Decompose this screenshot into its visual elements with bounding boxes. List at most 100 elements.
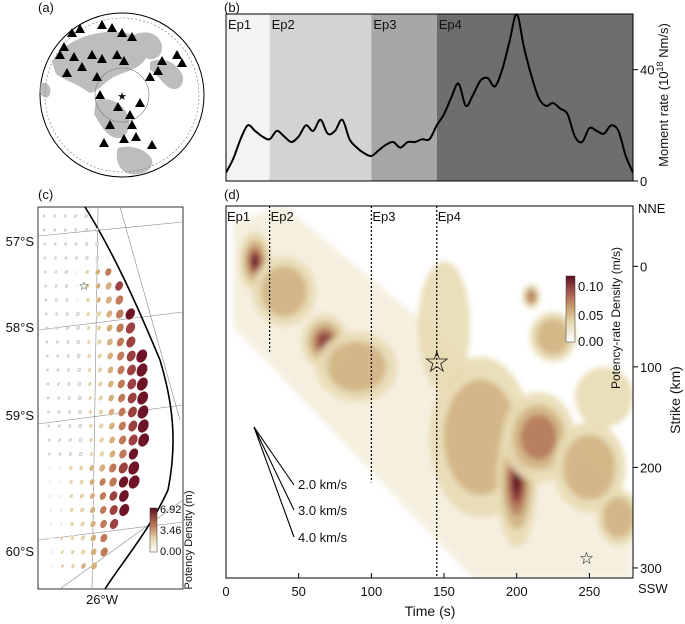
subfault-mechanism [45,326,48,330]
subfault-mechanism [116,337,125,347]
subfault-mechanism [57,396,60,400]
subfault-mechanism [58,479,63,485]
subfault-mechanism [58,465,63,471]
subfault-mechanism [64,256,68,260]
subfault-mechanism [78,437,83,443]
station-triangle [127,32,137,41]
colorbar-c-label: Potency Density (m) [183,490,195,589]
subfault-mechanism [75,297,80,303]
station-triangle [147,140,157,149]
subfault-mechanism [47,424,50,428]
subfault-mechanism [127,406,138,418]
subfault-mechanism [136,362,148,378]
y-ticks-b: 0 40 [633,63,654,189]
subfault-mechanism [95,310,102,318]
subfault-mechanism [135,348,148,364]
subfault-mechanism [98,436,105,444]
subfault-mechanism [118,503,130,517]
subfault-mechanism [90,561,98,571]
subfault-mechanism [117,407,127,417]
subfault-mechanism [59,507,64,513]
subfault-mechanism [126,364,137,376]
potency-rate-blobs [233,206,633,578]
subfault-mechanism [77,381,82,387]
subfault-mechanism [84,214,88,218]
subfault-mechanism [74,228,78,232]
subfault-mechanism [74,269,79,275]
subfault-mechanism [65,312,69,316]
subfault-mechanism [42,214,46,218]
subfault-mechanism [104,267,112,277]
episode-shading [226,14,633,181]
subfault-mechanism [117,393,126,403]
subfault-mechanism [79,506,85,514]
subfault-mechanism [47,410,50,414]
potency-rate-patch [602,497,633,538]
subfault-mechanism [78,409,82,415]
station-triangle [172,50,182,59]
panel-label-a: (a) [38,0,54,15]
station-triangles [55,20,187,149]
subfault-mechanism [65,284,69,288]
subfault-mechanism [48,493,53,499]
subfault-mechanism [89,478,96,486]
episode-label: Ep2 [272,17,295,32]
top-direction-label: NNE [638,201,666,216]
subfault-mechanism [136,390,149,406]
colorbar-d-tick: 0.05 [578,308,603,323]
subfault-mechanism [79,520,86,528]
subfault-mechanism [67,368,70,372]
distance-ring-inner [94,67,150,123]
x-axis-label-d: Time (s) [405,603,456,619]
colorbar-c [149,507,158,553]
panel-b-moment-rate: Ep1 Ep2 Ep3 Ep4 0 40 Moment rate (1018 Nm/s) [225,13,671,189]
colorbar-d [565,275,576,343]
subfault-mechanism [99,533,108,543]
x-tick-label-d: 150 [433,584,455,599]
colorbar-d-tick: 0.10 [578,279,603,294]
y-axis-label-d: Strike (km) [667,366,683,434]
subfault-mechanism [109,449,116,459]
station-triangle [119,134,129,143]
subfault-mechanism [116,351,125,361]
subfault-mechanism [57,410,61,414]
subfault-mechanism [107,394,115,402]
colorbar-d-tick: 0.00 [578,334,603,349]
subfault-mechanism [64,242,67,246]
subfault-mechanism [106,352,114,360]
distance-ring-outer [44,17,200,173]
station-triangle [117,28,127,37]
potency-rate-patch [536,318,570,355]
subfault-mechanism [86,339,92,345]
subfault-mechanism [79,493,85,499]
subfault-mechanism [75,256,78,260]
subfault-mechanism [108,463,117,473]
subfault-mechanism [78,465,84,471]
subfault-mechanism [105,295,113,305]
subfault-mechanism [117,379,126,389]
subfault-mechanism [58,438,61,442]
subfault-mechanism [107,380,115,388]
subfault-mechanism [126,378,137,390]
subfault-mechanism [87,381,92,387]
subfault-mechanism [55,298,58,302]
potency-rate-patch [261,266,308,317]
subfault-mechanism [79,451,83,457]
rupture-speed-label: 4.0 km/s [298,530,348,545]
panel-label-c: (c) [38,187,53,202]
subfault-mechanism [48,479,52,485]
subfault-mechanism [69,521,75,527]
station-triangle [131,132,141,141]
subfault-mechanism [56,340,59,344]
subfault-mechanism [125,336,136,348]
station-triangle [55,50,65,59]
subfault-mechanism [68,479,74,485]
subfault-mechanism [99,450,105,458]
subfault-mechanism [70,535,75,541]
colorbar-c-tick: 0.00 [160,546,181,558]
subfault-mechanism [115,323,125,333]
subfault-mechanism [85,256,89,260]
station-triangle [157,56,167,65]
subfault-mechanism [49,549,54,555]
episode-label: Ep1 [228,17,251,32]
